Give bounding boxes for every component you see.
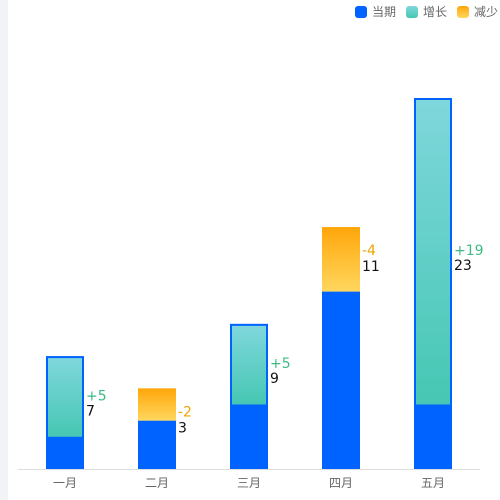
legend-swatch-current	[354, 5, 367, 18]
change-label-3: -4	[362, 243, 376, 259]
chart-legend: 当期 增长 减少	[354, 3, 498, 20]
legend-swatch-decrease	[456, 5, 469, 18]
legend-item-decrease[interactable]: 减少	[456, 3, 498, 20]
x-tick-label-0: 一月	[53, 476, 77, 490]
legend-item-current[interactable]: 当期	[354, 3, 396, 20]
change-label-4: +19	[454, 243, 484, 259]
bar-current-3	[322, 291, 360, 469]
value-label-3: 11	[362, 259, 380, 275]
bar-increase-0	[48, 358, 82, 437]
value-label-4: 23	[454, 258, 472, 274]
bar-increase-2	[232, 325, 266, 405]
x-tick-label-2: 三月	[237, 476, 261, 490]
value-label-2: 9	[270, 371, 279, 387]
left-edge-strip	[0, 0, 8, 500]
legend-label-increase: 增长	[422, 5, 447, 19]
legend-item-increase[interactable]: 增长	[405, 3, 447, 20]
bar-decrease-1	[138, 388, 176, 421]
value-label-1: 3	[178, 420, 187, 436]
bar-increase-4	[416, 100, 450, 405]
change-label-2: +5	[270, 356, 291, 372]
change-label-1: -2	[178, 404, 192, 420]
x-tick-label-4: 五月	[421, 476, 445, 490]
bar-decrease-3	[322, 227, 360, 292]
x-tick-label-3: 四月	[329, 476, 353, 490]
change-label-0: +5	[86, 388, 107, 404]
bar-current-1	[138, 420, 176, 469]
legend-label-current: 当期	[371, 5, 396, 19]
value-label-0: 7	[86, 403, 95, 419]
legend-swatch-increase	[405, 5, 418, 18]
x-tick-label-1: 二月	[145, 476, 169, 490]
legend-label-decrease: 减少	[473, 5, 498, 19]
